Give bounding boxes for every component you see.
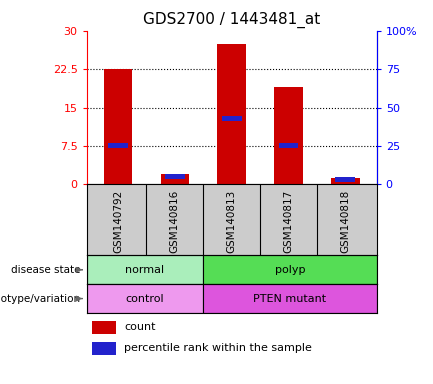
Text: GSM140816: GSM140816	[170, 190, 180, 253]
Text: GSM140792: GSM140792	[113, 190, 123, 253]
Text: normal: normal	[125, 265, 165, 275]
Bar	[331, 178, 360, 184]
Text: percentile rank within the sample: percentile rank within the sample	[124, 343, 312, 354]
Bar	[278, 143, 298, 149]
Text: GSM140813: GSM140813	[226, 190, 237, 253]
Text: PTEN mutant: PTEN mutant	[253, 293, 326, 304]
Text: disease state: disease state	[11, 265, 81, 275]
Text: genotype/variation: genotype/variation	[0, 293, 81, 304]
Bar	[87, 284, 203, 313]
Bar	[87, 255, 203, 284]
Bar	[336, 177, 355, 182]
Text: GSM140817: GSM140817	[284, 190, 294, 253]
Bar	[165, 174, 185, 179]
Text: count: count	[124, 322, 156, 333]
Title: GDS2700 / 1443481_at: GDS2700 / 1443481_at	[143, 12, 320, 28]
Text: control: control	[126, 293, 164, 304]
Bar	[161, 174, 189, 184]
Bar	[103, 69, 132, 184]
Bar	[203, 284, 377, 313]
Bar	[217, 43, 246, 184]
Bar	[275, 87, 303, 184]
Bar	[92, 342, 116, 355]
Bar	[92, 321, 116, 334]
Text: GSM140818: GSM140818	[340, 190, 350, 253]
Bar	[108, 143, 128, 149]
Bar	[203, 255, 377, 284]
Bar	[222, 116, 242, 121]
Text: polyp: polyp	[275, 265, 305, 275]
